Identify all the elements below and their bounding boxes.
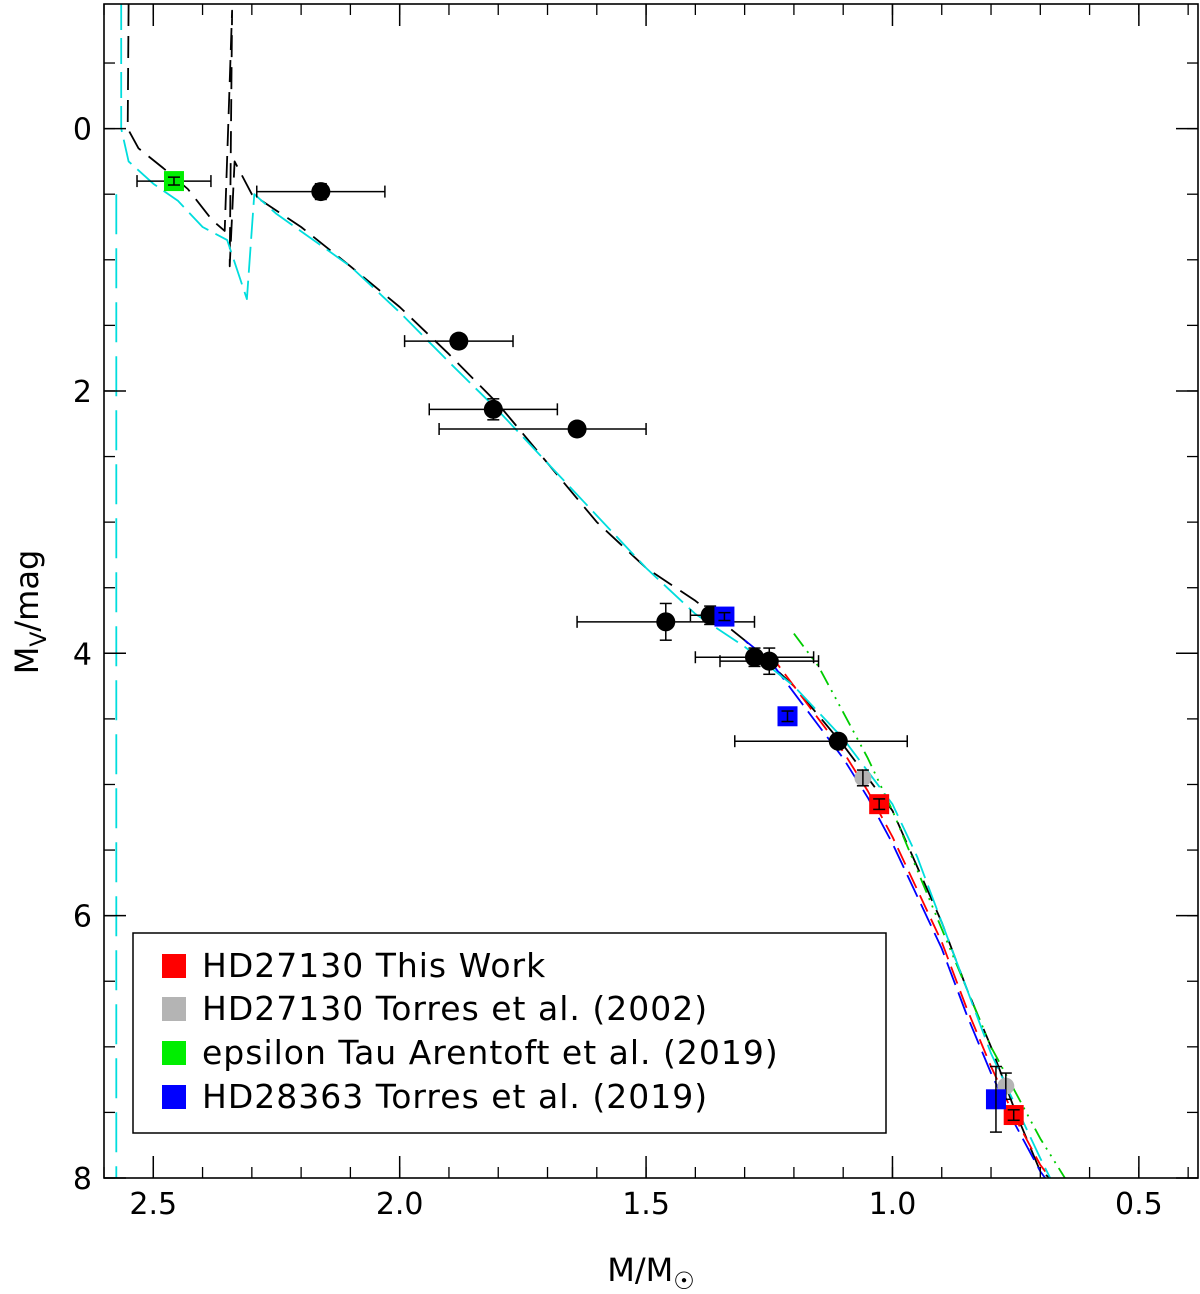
y-tick-label: 4 <box>73 637 92 672</box>
isochrone-cyan <box>120 4 1052 1178</box>
legend-label-0: HD27130 This Work <box>202 946 546 985</box>
legend-swatch-0 <box>162 954 186 978</box>
y-tick-label: 0 <box>73 113 92 148</box>
legend-box <box>132 932 887 1134</box>
legend-swatch-2 <box>162 1041 186 1065</box>
y-tick-label: 2 <box>73 375 92 410</box>
legend-swatch-1 <box>162 997 186 1021</box>
x-tick-label: 2.5 <box>129 1187 177 1222</box>
y-axis-label: MV/mag <box>8 550 52 675</box>
isochrone-green <box>793 633 1066 1178</box>
x-tick-label: 1.5 <box>622 1187 670 1222</box>
legend-label-3: HD28363 Torres et al. (2019) <box>202 1077 708 1116</box>
plot-frame <box>103 3 1199 1179</box>
data-layer <box>136 171 1024 1133</box>
x-tick-label: 0.5 <box>1115 1187 1163 1222</box>
x-axis-label: M/M☉ <box>607 1251 695 1294</box>
legend-label-1: HD27130 Torres et al. (2002) <box>202 989 708 1028</box>
tick-layer: 2.5 2.0 1.5 1.0 0.5 0 2 4 6 8 <box>73 4 1198 1222</box>
isochrone-black <box>126 4 1051 1178</box>
legend-swatch-3 <box>162 1085 186 1109</box>
y-tick-label: 6 <box>73 900 92 935</box>
legend: HD27130 This Work HD27130 Torres et al. … <box>132 932 887 1134</box>
y-tick-label: 8 <box>73 1162 92 1197</box>
x-tick-label: 2.0 <box>376 1187 424 1222</box>
x-tick-label: 1.0 <box>869 1187 917 1222</box>
legend-label-2: epsilon Tau Arentoft et al. (2019) <box>202 1033 779 1072</box>
sun-symbol: ☉ <box>673 1267 695 1294</box>
